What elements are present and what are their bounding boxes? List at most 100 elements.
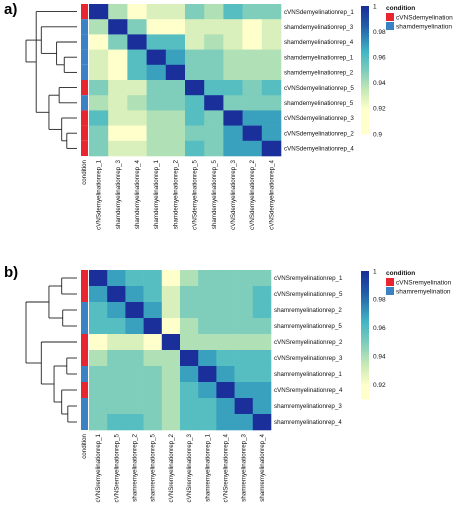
heatmap-cell xyxy=(146,49,167,66)
colorbar-step xyxy=(361,317,369,321)
heatmap-cell xyxy=(146,95,167,111)
condition-cell xyxy=(81,286,88,302)
heatmap-cell xyxy=(204,125,224,142)
column-label: shamremyelinationrep_3 xyxy=(241,433,248,501)
heatmap-cell xyxy=(107,398,126,415)
colorbar-step xyxy=(361,320,369,323)
colorbar: 1 0.98 0.96 0.94 0.92 xyxy=(361,268,386,400)
row-label: cVNSdemyelinationrep_4 xyxy=(284,146,354,153)
column-label: shamdemyelinationrep_3 xyxy=(115,159,122,229)
heatmap-cell xyxy=(127,125,147,142)
column-label: shamdemyelinationrep_5 xyxy=(211,159,218,229)
heatmap-cell xyxy=(223,19,243,35)
heatmap-cell xyxy=(143,270,163,287)
colorbar: 1 0.98 0.96 0.94 0.92 0.9 xyxy=(361,3,386,138)
heatmap-cell xyxy=(252,382,272,399)
colorbar-step xyxy=(361,273,369,276)
colorbar-step xyxy=(361,375,369,379)
colorbar-step xyxy=(361,307,369,310)
heatmap-cell xyxy=(143,302,163,319)
colorbar-step xyxy=(361,283,369,287)
heatmap-cell xyxy=(252,270,272,287)
colorbar-step xyxy=(361,386,369,389)
heatmap-cell xyxy=(242,64,263,81)
colorbar-step xyxy=(361,377,369,381)
heatmap-cell xyxy=(125,334,144,351)
heatmap-cell xyxy=(125,286,144,303)
heatmap-cell xyxy=(143,382,163,399)
colorbar-tick-label: 0.98 xyxy=(373,297,386,304)
colorbar-step xyxy=(361,129,369,133)
colorbar-step xyxy=(361,84,369,88)
row-dendrogram xyxy=(25,11,77,149)
colorbar-step xyxy=(361,352,369,355)
colorbar-step xyxy=(361,337,369,340)
heatmap-cell xyxy=(107,286,126,303)
colorbar-step xyxy=(361,341,369,344)
column-label: cVNSremyelinationrep_5 xyxy=(113,433,120,502)
condition-cell xyxy=(81,64,88,80)
colorbar-step xyxy=(361,294,369,297)
legend-title: condition xyxy=(386,5,415,12)
colorbar-step xyxy=(361,99,369,103)
heatmap-cell xyxy=(223,49,243,66)
colorbar-step xyxy=(361,358,369,361)
heatmap-cell xyxy=(125,382,144,399)
colorbar-step xyxy=(361,114,369,118)
heatmap-cell xyxy=(204,49,224,66)
condition-cell xyxy=(81,318,88,334)
heatmap-cell xyxy=(252,350,272,367)
colorbar-step xyxy=(361,392,369,396)
colorbar-step xyxy=(361,59,369,62)
heatmap-cell xyxy=(185,19,205,35)
colorbar-tick-label: 0.94 xyxy=(373,80,386,87)
heatmap-cell xyxy=(261,34,282,50)
condition-cell xyxy=(81,270,88,286)
heatmap-cell xyxy=(198,270,217,287)
heatmap-cell xyxy=(108,80,128,96)
condition-cell xyxy=(81,110,88,126)
colorbar-step xyxy=(361,371,369,374)
heatmap-cell xyxy=(261,64,282,81)
colorbar-step xyxy=(361,384,369,387)
heatmap-cell xyxy=(223,110,243,126)
heatmap-cell xyxy=(180,318,199,335)
condition-cell xyxy=(81,398,88,414)
heatmap-cell xyxy=(252,414,272,431)
column-label: cVNSremyelinationrep_1 xyxy=(95,433,102,502)
colorbar-step xyxy=(361,80,369,84)
heatmap-cell xyxy=(107,318,126,335)
row-label: cVNSremyelinationrep_5 xyxy=(274,291,343,298)
heatmap-cell xyxy=(252,366,272,383)
heatmap-cell xyxy=(185,80,205,96)
colorbar-step xyxy=(361,326,369,329)
colorbar-step xyxy=(361,311,369,315)
heatmap-cell xyxy=(161,286,181,303)
heatmap-cell xyxy=(161,398,181,415)
heatmap-cell xyxy=(125,414,144,431)
colorbar-tick-label: 0.9 xyxy=(373,131,382,138)
heatmap-cell xyxy=(252,318,272,335)
heatmap-cell xyxy=(107,382,126,399)
heatmap-cell xyxy=(143,350,163,367)
heatmap-cell xyxy=(234,302,254,319)
heatmap-cell xyxy=(127,4,147,20)
colorbar-step xyxy=(361,10,369,13)
column-label: shamremyelinationrep_5 xyxy=(150,433,157,501)
colorbar-step xyxy=(361,335,369,338)
heatmap-cell xyxy=(261,19,282,35)
heatmap-cell xyxy=(143,286,163,303)
colorbar-step xyxy=(361,290,369,293)
heatmap-cell xyxy=(89,64,109,81)
heatmap-cell xyxy=(180,382,199,399)
colorbar-step xyxy=(361,112,369,116)
colorbar-step xyxy=(361,131,369,135)
heatmap-cell xyxy=(108,49,128,66)
colorbar-step xyxy=(361,123,369,126)
colorbar-tick-label: 0.92 xyxy=(373,382,386,389)
heatmap-cell xyxy=(223,34,243,50)
row-label: shamdemyelinationrep_4 xyxy=(284,39,354,46)
colorbar-step xyxy=(361,23,369,26)
heatmap-cell xyxy=(185,49,205,66)
heatmap-cell xyxy=(108,125,128,142)
